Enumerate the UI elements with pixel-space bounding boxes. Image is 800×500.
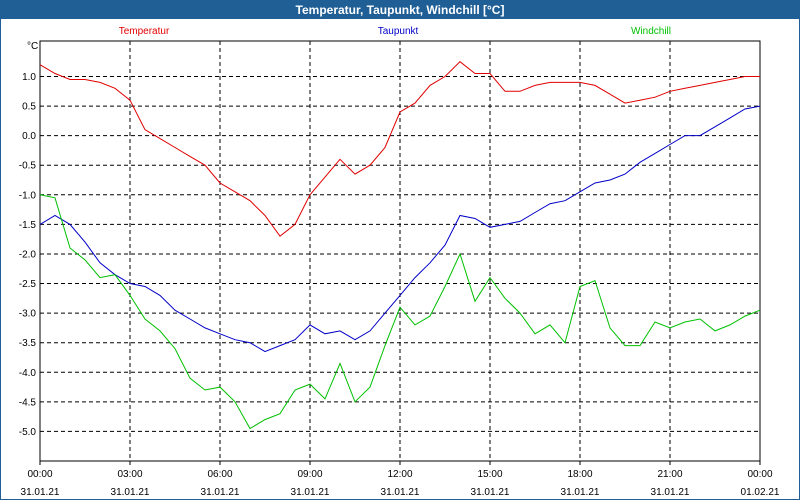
y-tick-label: -4.0	[19, 368, 37, 379]
y-tick-label: -0.5	[19, 161, 37, 172]
series-lines	[39, 61, 761, 430]
y-tick-label: -3.5	[19, 338, 37, 349]
y-tick-label: -3.0	[19, 309, 37, 320]
y-unit-label: °C	[27, 41, 38, 52]
axes: 1.0 0.5 0.0 -0.5 -1.0 -1.5 -2.0 -2.5 -3.0 -3.5 -4.…	[19, 72, 780, 498]
x-tick-time-label: 21:00	[657, 469, 682, 480]
x-tick-time-label: 00:00	[27, 469, 52, 480]
y-tick-label: -2.0	[19, 249, 37, 260]
y-tick-label: 0.5	[22, 102, 36, 113]
y-tick-label: 1.0	[22, 72, 36, 83]
legend: Temperatur Taupunkt Windchill	[119, 26, 671, 37]
y-tick-label: -1.5	[19, 220, 37, 231]
x-tick-time-label: 00:00	[747, 469, 772, 480]
x-tick-date-label: 31.01.21	[561, 487, 600, 498]
x-tick-time-label: 06:00	[207, 469, 232, 480]
x-tick-date-label: 31.01.21	[381, 487, 420, 498]
series-line-taupunkt	[39, 105, 761, 353]
x-tick-time-label: 09:00	[297, 469, 322, 480]
y-tick-label: 0.0	[22, 131, 36, 142]
x-tick-date-label: 31.01.21	[111, 487, 150, 498]
x-tick-date-label: 31.01.21	[651, 487, 690, 498]
legend-temperatur: Temperatur	[119, 26, 170, 37]
x-tick-time-label: 12:00	[387, 469, 412, 480]
series-line-temperatur	[39, 61, 760, 237]
series-line-windchill	[39, 194, 761, 430]
y-tick-label: -2.5	[19, 279, 37, 290]
x-tick-date-label: 01.02.21	[741, 487, 780, 498]
x-tick-date-label: 31.01.21	[21, 487, 60, 498]
x-tick-time-label: 15:00	[477, 469, 502, 480]
y-tick-label: -4.5	[19, 397, 37, 408]
legend-windchill: Windchill	[631, 26, 671, 37]
x-tick-date-label: 31.01.21	[201, 487, 240, 498]
chart-title: Temperatur, Taupunkt, Windchill [°C]	[1, 1, 799, 19]
x-tick-date-label: 31.01.21	[471, 487, 510, 498]
x-tick-time-label: 18:00	[567, 469, 592, 480]
x-tick-date-label: 31.01.21	[291, 487, 330, 498]
y-tick-label: -1.0	[19, 190, 37, 201]
legend-taupunkt: Taupunkt	[378, 26, 419, 37]
y-tick-label: -5.0	[19, 427, 37, 438]
x-tick-time-label: 03:00	[117, 469, 142, 480]
grid	[40, 41, 760, 461]
